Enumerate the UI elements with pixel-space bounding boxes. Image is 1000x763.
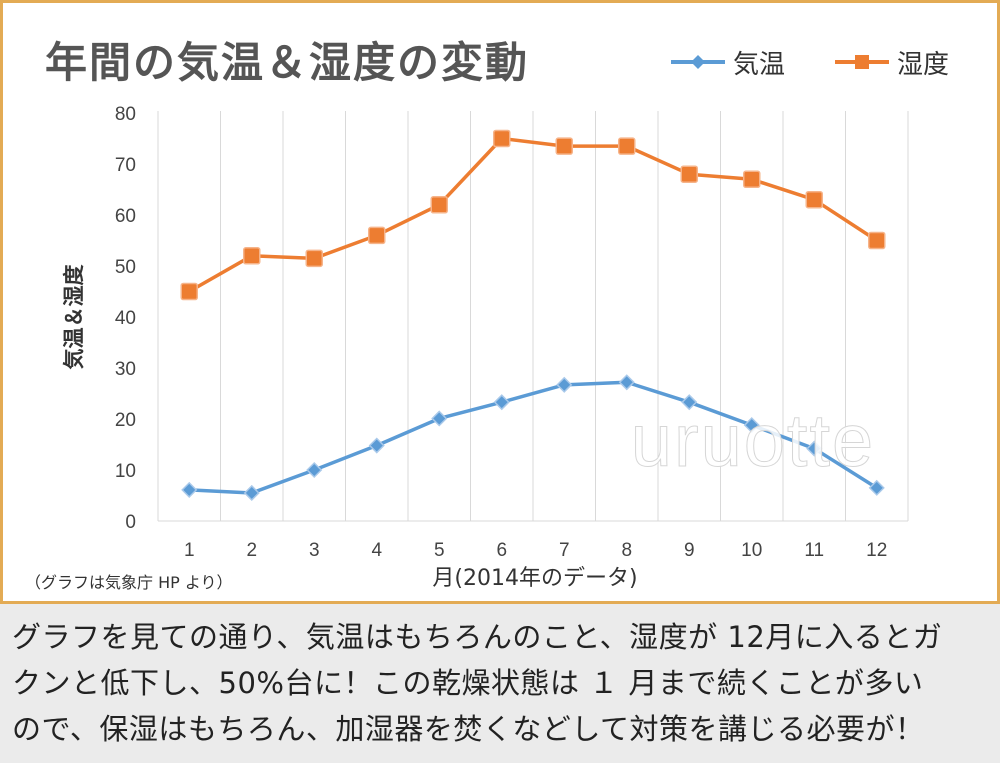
data-point-temperature xyxy=(493,394,510,411)
y-tick-label: 50 xyxy=(115,257,136,278)
data-point-humidity xyxy=(305,249,323,268)
y-tick-label: 40 xyxy=(115,308,136,329)
data-point-temperature xyxy=(743,417,760,434)
x-tick-label: 10 xyxy=(741,540,762,561)
legend-label-humidity: 湿度 xyxy=(897,49,950,80)
legend-item-humidity: 湿度 xyxy=(835,45,950,80)
caption-line: グラフを見ての通り、気温はもちろんのこと、湿度が 12月に入るとガ xyxy=(12,620,943,654)
data-point-humidity xyxy=(493,129,511,148)
x-tick-label: 8 xyxy=(621,540,632,561)
data-point-humidity xyxy=(555,137,573,155)
watermark: uruotte xyxy=(631,399,875,482)
y-tick-label: 0 xyxy=(125,512,136,533)
data-point-temperature xyxy=(681,394,698,411)
data-point-temperature xyxy=(868,479,885,496)
data-point-humidity xyxy=(805,190,823,209)
series-line-2 xyxy=(188,136,878,294)
x-tick-label: 9 xyxy=(684,540,695,561)
x-axis-title: 月(2014年のデータ) xyxy=(432,566,637,591)
source-note: （グラフは気象庁 HP より） xyxy=(25,573,233,592)
y-tick-label: 20 xyxy=(115,410,136,431)
data-point-humidity xyxy=(430,196,448,214)
y-tick-label: 80 xyxy=(115,104,136,125)
legend-label-temperature: 気温 xyxy=(733,49,786,80)
x-tick-label: 12 xyxy=(866,540,887,561)
data-point-humidity xyxy=(618,137,636,155)
data-point-humidity xyxy=(243,247,261,265)
chart-title: 年間の気温＆湿度の変動 xyxy=(45,38,530,87)
data-point-humidity xyxy=(680,165,698,183)
data-point-temperature xyxy=(243,484,260,502)
y-tick-label: 60 xyxy=(115,206,136,227)
y-tick-label: 30 xyxy=(115,359,136,380)
caption-line: クンと低下し、50%台に！この乾燥状態は １ 月まで続くことが多い xyxy=(12,666,924,700)
data-point-temperature xyxy=(306,461,323,479)
legend-line-diamond-icon xyxy=(671,55,725,69)
y-axis-title: 気温＆湿度 xyxy=(62,265,86,370)
data-point-humidity xyxy=(180,282,198,301)
x-tick-label: 11 xyxy=(804,540,824,561)
series-line-1 xyxy=(189,380,878,495)
legend-item-temperature: 気温 xyxy=(671,45,786,80)
data-point-temperature xyxy=(431,410,448,427)
x-tick-label: 4 xyxy=(371,540,382,561)
data-point-temperature xyxy=(181,481,198,498)
data-point-temperature xyxy=(368,437,385,454)
data-point-temperature xyxy=(618,374,635,391)
caption-text: グラフを見ての通り、気温はもちろんのこと、湿度が 12月に入るとガ クンと低下し… xyxy=(12,614,992,752)
x-tick-label: 2 xyxy=(246,540,257,561)
y-tick-label: 70 xyxy=(115,155,136,176)
data-point-temperature xyxy=(556,376,573,393)
legend-line-square-icon xyxy=(835,55,889,69)
data-point-temperature xyxy=(806,440,823,457)
data-point-humidity xyxy=(368,226,386,245)
caption-line: ので、保湿はもちろん、加湿器を焚くなどして対策を講じる必要が！ xyxy=(12,712,925,746)
x-tick-label: 6 xyxy=(496,540,507,561)
chart-panel: 年間の気温＆湿度の変動 気温 湿度 0 10 20 30 40 50 60 70 80 1 2 3 4 5… xyxy=(0,0,1000,604)
x-tick-label: 1 xyxy=(184,540,195,561)
x-tick-label: 7 xyxy=(559,540,570,561)
data-point-humidity xyxy=(868,231,886,250)
data-point-humidity xyxy=(743,170,761,189)
x-tick-label: 3 xyxy=(309,540,320,561)
x-tick-label: 5 xyxy=(434,540,445,561)
y-tick-label: 10 xyxy=(115,461,136,482)
